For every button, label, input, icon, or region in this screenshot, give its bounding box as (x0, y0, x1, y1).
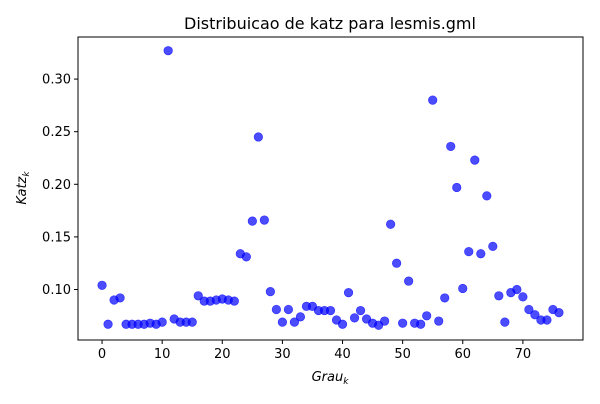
x-axis: 0 10 20 30 40 50 60 70 (98, 340, 531, 362)
x-axis-label-base: Grau (312, 370, 344, 385)
data-point (163, 46, 173, 56)
x-tick-label: 20 (214, 347, 231, 362)
data-point (518, 292, 528, 302)
data-point (295, 312, 306, 322)
data-point (476, 249, 486, 259)
y-axis-label-subscript: k (22, 171, 32, 177)
data-point (554, 308, 564, 318)
data-point (542, 315, 552, 325)
x-tick-label: 70 (515, 347, 532, 362)
data-point (115, 293, 125, 303)
y-axis-label-base: Katz (15, 175, 30, 204)
data-point (488, 241, 498, 251)
y-axis: 0.10 0.15 0.20 0.25 0.30 (42, 73, 78, 298)
data-point (259, 215, 269, 225)
axes-frame (77, 36, 584, 341)
data-point (271, 304, 281, 315)
data-point (458, 283, 468, 294)
y-tick-label: 0.15 (42, 230, 71, 245)
data-point (265, 287, 275, 297)
data-point (103, 319, 113, 329)
data-point (193, 291, 203, 301)
data-point (253, 132, 263, 142)
data-point (157, 317, 167, 327)
y-tick-label: 0.10 (42, 283, 71, 298)
data-point (452, 182, 462, 193)
data-point (229, 296, 239, 306)
x-axis-label-subscript: k (343, 377, 349, 387)
data-point (494, 291, 504, 301)
data-point (428, 95, 438, 105)
data-point (187, 317, 197, 327)
data-point (512, 284, 522, 295)
data-point (325, 305, 336, 316)
data-point (343, 288, 354, 298)
data-point (422, 311, 432, 321)
data-point (440, 293, 450, 303)
data-point (337, 319, 348, 329)
x-axis-label: Grauk (312, 370, 350, 387)
x-tick-label: 0 (98, 347, 106, 362)
data-point (500, 317, 510, 327)
data-point (446, 141, 456, 152)
plot-area (97, 46, 564, 330)
data-point (470, 155, 480, 165)
data-point (247, 216, 257, 226)
data-point (398, 318, 408, 328)
data-point (283, 304, 294, 315)
x-tick-label: 50 (394, 347, 411, 362)
x-tick-label: 10 (154, 347, 171, 362)
data-point (434, 316, 444, 326)
data-point (355, 305, 366, 316)
data-point (464, 247, 474, 257)
data-point (289, 317, 300, 327)
data-point (530, 310, 540, 320)
y-tick-label: 0.25 (42, 125, 71, 140)
data-point (241, 252, 251, 262)
x-tick-label: 40 (334, 347, 351, 362)
data-point (404, 276, 414, 286)
y-axis-label: Katzk (15, 171, 32, 205)
chart-title: Distribuicao de katz para lesmis.gml (184, 14, 476, 33)
y-tick-label: 0.20 (42, 178, 71, 193)
data-point (416, 319, 426, 329)
x-tick-label: 60 (454, 347, 471, 362)
data-point (97, 280, 107, 290)
data-point (392, 258, 402, 268)
data-point (349, 313, 360, 323)
y-tick-label: 0.30 (42, 73, 71, 88)
data-point (482, 191, 492, 201)
data-point (277, 317, 288, 327)
x-tick-label: 30 (274, 347, 291, 362)
data-point (380, 316, 390, 326)
data-point (524, 304, 534, 315)
data-point (386, 219, 396, 229)
